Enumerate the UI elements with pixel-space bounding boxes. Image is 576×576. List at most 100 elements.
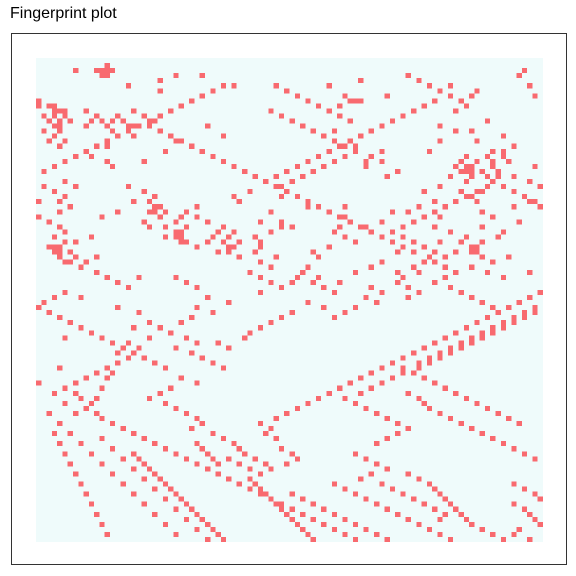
heatmap-cell — [183, 335, 190, 341]
heatmap-cell — [326, 390, 332, 396]
heatmap-cell — [183, 456, 190, 462]
heatmap-cell — [347, 118, 353, 124]
heatmap-cell — [210, 234, 216, 240]
heatmap-cell — [384, 466, 390, 472]
heatmap-cell — [257, 219, 264, 225]
heatmap-cell — [363, 526, 369, 532]
heatmap-cell — [479, 431, 485, 437]
heatmap-cell — [215, 340, 221, 346]
heatmap-cell — [173, 73, 179, 79]
heatmap-cell — [120, 456, 126, 462]
heatmap-cell — [294, 194, 301, 200]
heatmap-cell — [469, 335, 475, 341]
heatmap-cell — [247, 466, 253, 472]
heatmap-cell — [432, 249, 438, 255]
heatmap-cell — [268, 426, 274, 432]
heatmap-cell — [421, 400, 427, 406]
heatmap-cell — [484, 153, 491, 159]
heatmap-cell — [379, 289, 385, 295]
heatmap-cell — [51, 294, 58, 300]
heatmap-cell — [458, 289, 464, 295]
heatmap-cell — [500, 148, 507, 154]
heatmap-cell — [173, 531, 179, 537]
heatmap-cell — [447, 345, 454, 351]
heatmap-cell — [537, 521, 543, 527]
heatmap-cell — [521, 194, 528, 200]
heatmap-cell — [210, 88, 216, 94]
heatmap-cell — [500, 153, 507, 159]
heatmap-cell — [57, 118, 63, 124]
heatmap-cell — [278, 219, 285, 225]
heatmap-cell — [257, 486, 264, 492]
heatmap-cell — [51, 108, 58, 114]
heatmap-cell — [199, 421, 205, 427]
heatmap-cell — [152, 204, 158, 210]
heatmap-cell — [352, 451, 359, 457]
heatmap-cell — [469, 426, 475, 432]
heatmap-cell — [500, 325, 507, 331]
heatmap-cell — [51, 163, 58, 169]
heatmap-cell — [131, 199, 137, 205]
heatmap-cell — [532, 305, 538, 311]
heatmap-cell — [220, 365, 227, 371]
heatmap-cell — [173, 345, 179, 351]
heatmap-cell — [173, 506, 179, 512]
heatmap-cell — [389, 360, 396, 366]
heatmap-cell — [157, 78, 163, 84]
heatmap-cell — [368, 264, 374, 270]
heatmap-cell — [125, 83, 132, 89]
heatmap-cell — [205, 466, 211, 472]
heatmap-cell — [405, 516, 411, 522]
heatmap-cell — [109, 370, 116, 376]
heatmap-cell — [220, 239, 227, 245]
heatmap-cell — [337, 214, 343, 220]
chart-title: Fingerprint plot — [10, 5, 117, 22]
heatmap-cell — [268, 209, 274, 215]
heatmap-cell — [463, 163, 470, 169]
heatmap-cell — [236, 239, 242, 245]
heatmap-cell — [453, 199, 459, 205]
heatmap-cell — [194, 244, 200, 250]
heatmap-cell — [500, 184, 507, 190]
heatmap-cell — [257, 491, 264, 497]
heatmap-cell — [310, 249, 316, 255]
heatmap-cell — [136, 456, 142, 462]
heatmap-cell — [88, 451, 95, 457]
heatmap-cell — [36, 214, 42, 220]
heatmap-cell — [490, 436, 496, 442]
heatmap-cell — [474, 138, 480, 144]
heatmap-cell — [289, 118, 295, 124]
heatmap-cell — [210, 153, 216, 159]
heatmap-cell — [395, 431, 401, 437]
heatmap-cell — [115, 305, 121, 311]
heatmap-cell — [67, 118, 73, 124]
heatmap-cell — [490, 305, 496, 311]
heatmap-cell — [62, 451, 68, 457]
heatmap-cell — [72, 380, 79, 386]
heatmap-cell — [453, 506, 459, 512]
heatmap-cell — [46, 410, 52, 416]
heatmap-cell — [125, 128, 132, 134]
heatmap-cell — [162, 496, 169, 502]
heatmap-cell — [162, 224, 169, 230]
heatmap-cell — [36, 103, 42, 109]
heatmap-cell — [99, 415, 105, 421]
heatmap-cell — [463, 103, 470, 109]
heatmap-cell — [490, 330, 496, 336]
heatmap-cell — [257, 244, 264, 250]
heatmap-cell — [157, 88, 163, 94]
heatmap-cell — [252, 456, 258, 462]
plot-panel — [11, 33, 567, 565]
heatmap-cell — [57, 365, 63, 371]
heatmap-cell — [136, 310, 142, 316]
heatmap-cell — [447, 229, 454, 235]
heatmap-cell — [294, 456, 301, 462]
heatmap-cell — [109, 118, 116, 124]
heatmap-cell — [490, 179, 496, 185]
heatmap-cell — [194, 284, 200, 290]
heatmap-cell — [141, 113, 147, 119]
heatmap-cell — [226, 249, 232, 255]
heatmap-cell — [326, 108, 332, 114]
heatmap-cell — [278, 506, 285, 512]
heatmap-cell — [521, 451, 528, 457]
